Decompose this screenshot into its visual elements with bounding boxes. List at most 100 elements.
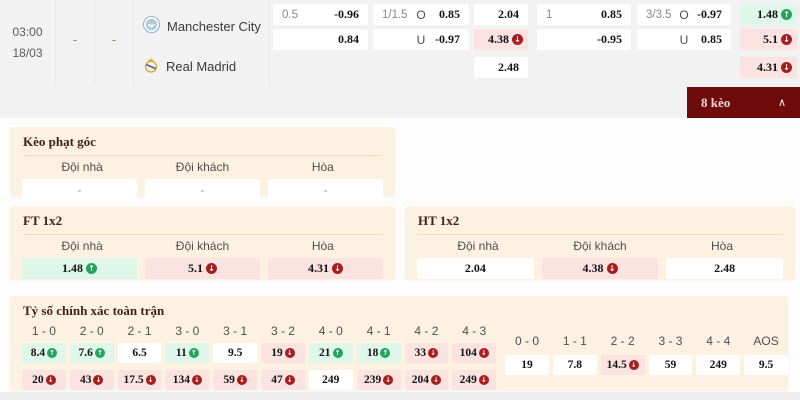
score-odds-cell[interactable]: 21 ↑ [308,343,353,363]
kickoff-time-column: 03:00 18/03 [0,0,56,85]
score-odds-value: 14.5 [606,359,627,371]
odds-down-icon: ↓ [145,375,156,385]
score-odds-cell[interactable]: 9.5 [744,355,788,375]
ft-home-odds[interactable]: 1.48 ↑ [22,258,137,279]
ht-away-odds[interactable]: 4.38 ↓ [541,258,659,279]
hdp1-under-price: 0.84 [338,32,359,46]
score-odds-cell[interactable]: 59 ↓ [213,370,258,390]
hdp2-under-price: -0.95 [597,32,622,46]
odds-down-icon: ↓ [45,375,56,385]
score-odds-cell[interactable]: 204 ↓ [404,370,449,390]
odds-down-icon: ↓ [431,375,442,385]
score-odds-cell[interactable]: 43 ↓ [69,370,114,390]
ou1-over-label: O [416,7,426,22]
score-odds-cell[interactable]: 47 ↓ [261,370,305,390]
odds-down-icon: ↓ [781,34,792,45]
ou2-over-odds[interactable]: 3/3.5 O -0.97 [637,4,731,25]
odds-down-icon: ↓ [628,360,639,370]
score-odds-cell[interactable]: 59 [648,355,693,375]
draw-header: Hòa [311,160,334,174]
ft-away-odds[interactable]: 5.1 ↓ [145,258,260,279]
corner-home-odds[interactable]: - [22,179,137,200]
x2b-draw-odds[interactable]: 4.31 ↓ [740,57,797,78]
score-odds-cell[interactable]: 249 [308,370,353,390]
score-col-3-0: 3 - 0 11 ↑ 134 ↓ [165,322,210,390]
hdp2-over-odds[interactable]: 1 0.85 [537,4,631,25]
x2-home-odds[interactable]: 2.04 [474,4,528,25]
ft-card-title: FT 1x2 [23,213,382,235]
ou2-under-odds[interactable]: U 0.85 [637,29,731,50]
more-odds-toggle-button[interactable]: 8 kèo ∧ [687,87,800,118]
score-odds-value: 204 [411,374,430,386]
score-col-2-2: 2 - 2 14.5 ↓ [600,332,645,390]
score-odds-cell[interactable]: 249 ↓ [452,370,497,390]
corner-card-title: Kèo phạt góc [23,134,382,156]
ht-draw-value: 2.48 [714,261,736,275]
chevron-up-icon: ∧ [777,96,786,109]
ht-headers: Đội nhà Đội khách Hòa [405,239,795,253]
score-odds-cell[interactable]: 19 [505,355,549,375]
page-bottom-divider [0,392,800,400]
score-label: 3 - 3 [658,334,683,348]
score-odds-value: 33 [414,347,427,359]
x2b-home-odds[interactable]: 1.48 ↑ [740,4,797,25]
hdp1-line: 0.5 [282,8,298,21]
score-odds-cell[interactable]: 7.8 [552,355,597,375]
score-col-4-4: 4 - 4 249 [696,332,741,390]
x2-away-odds[interactable]: 4.38 ↓ [474,29,528,50]
corner-home-value: - [77,182,82,197]
score-odds-cell[interactable]: 7.6 ↑ [69,343,114,363]
ft-draw-odds[interactable]: 4.31 ↓ [268,258,383,279]
score-odds-cell[interactable]: 8.4 ↑ [22,343,66,363]
away-header: Đội khách [175,160,230,174]
ht-away-value: 4.38 [582,261,604,275]
home-team-name: Manchester City [167,18,261,34]
score-odds-cell[interactable]: 6.5 [117,343,162,363]
x2-home-price: 2.04 [498,7,519,21]
hdp2-under-odds[interactable]: -0.95 [537,29,631,50]
ht-draw-odds[interactable]: 2.48 [666,258,784,279]
corner-draw-odds[interactable]: - [268,179,383,200]
score-odds-cell[interactable]: 20 ↓ [22,370,66,390]
x2-draw-odds[interactable]: 2.48 [474,57,528,78]
score-odds-cell[interactable]: 14.5 ↓ [600,355,645,375]
score-odds-cell[interactable]: 239 ↓ [356,370,401,390]
ht-odds-row: 2.04 4.38 ↓ 2.48 [405,258,795,279]
corner-kick-card: Kèo phạt góc Đội nhà Đội khách Hòa - - - [10,127,395,200]
score-odds-cell[interactable]: 104 ↓ [452,343,497,363]
kickoff-date: 18/03 [12,45,43,60]
ou1-under-odds[interactable]: U -0.97 [373,29,469,50]
match-odds-header: 03:00 18/03 - - Manchester City [0,0,800,118]
hdp1-over-odds[interactable]: 0.5 -0.96 [273,4,368,25]
score-odds-cell[interactable]: 249 [696,355,741,375]
score-odds-cell[interactable]: 33 ↓ [404,343,449,363]
ou1-over-odds[interactable]: 1/1.5 O 0.85 [373,4,469,25]
score-odds-value: 9.5 [227,347,243,359]
score-col-3-2: 3 - 2 19 ↓ 47 ↓ [261,322,305,390]
score-col-4-2: 4 - 2 33 ↓ 204 ↓ [404,322,449,390]
score-odds-value: 8.4 [30,347,46,359]
ft-home-value: 1.48 [62,261,83,275]
score-columns: 1 - 0 8.4 ↑ 20 ↓ 2 - 0 7.6 ↑ 43 ↓ 2 - 1 [10,321,788,390]
score-odds-cell[interactable]: 17.5 ↓ [117,370,162,390]
x2b-away-odds[interactable]: 5.1 ↓ [740,29,797,50]
score-odds-cell[interactable]: 9.5 [213,343,258,363]
x2b-home-price: 1.48 [757,7,778,21]
odds-down-icon: ↓ [478,348,489,358]
score-odds-cell[interactable]: 18 ↑ [356,343,401,363]
hdp1-under-odds[interactable]: 0.84 [273,29,368,50]
odds-down-icon: ↓ [781,62,792,73]
score-odds-cell[interactable]: 134 ↓ [165,370,210,390]
score-odds-value: 7.8 [567,359,583,371]
score-col-4-1: 4 - 1 18 ↑ 239 ↓ [356,322,401,390]
ou2-over-label: O [679,7,689,22]
score-odds-cell[interactable]: 11 ↑ [165,343,210,363]
score-col-aos: AOS 9.5 [744,332,788,390]
corner-away-odds[interactable]: - [145,179,260,200]
score-label: 3 - 2 [270,324,295,338]
score-odds-cell[interactable]: 19 ↓ [261,343,305,363]
ht-card-title: HT 1x2 [418,213,782,235]
away-team: Real Madrid [143,54,266,80]
ht-home-odds[interactable]: 2.04 [417,258,534,279]
score-odds-value: 20 [32,374,44,386]
